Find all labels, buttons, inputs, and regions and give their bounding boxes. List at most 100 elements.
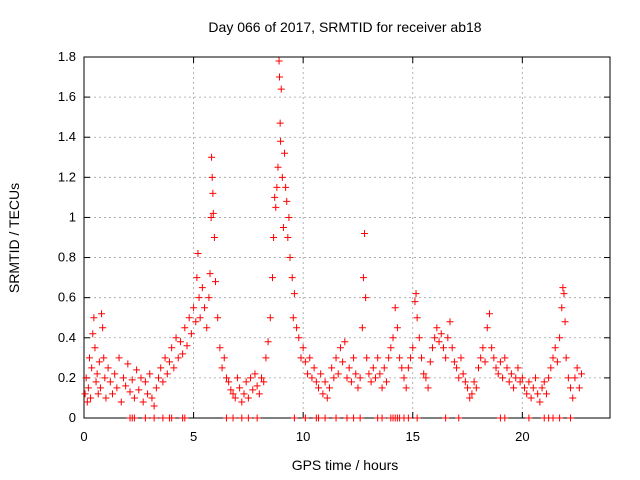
data-point xyxy=(501,354,509,362)
y-tick-label: 1.2 xyxy=(58,169,76,184)
data-point xyxy=(540,378,548,386)
data-point xyxy=(179,350,187,358)
data-point xyxy=(96,384,104,392)
data-point xyxy=(130,394,138,402)
data-point xyxy=(238,398,246,406)
data-point xyxy=(264,338,272,346)
data-point xyxy=(229,390,237,398)
data-point xyxy=(304,370,312,378)
data-point xyxy=(148,394,156,402)
data-point xyxy=(271,193,279,201)
data-point xyxy=(117,398,125,406)
data-point xyxy=(295,334,303,342)
data-point xyxy=(141,414,149,422)
data-point xyxy=(398,364,406,372)
data-point xyxy=(176,338,184,346)
data-point xyxy=(276,119,284,127)
data-point xyxy=(569,394,577,402)
chart-title: Day 066 of 2017, SRMTID for receiver ab1… xyxy=(208,19,481,35)
y-tick-label: 0.4 xyxy=(58,330,76,345)
data-point xyxy=(567,414,575,422)
data-point xyxy=(556,414,564,422)
data-point xyxy=(255,390,263,398)
data-point xyxy=(185,314,193,322)
data-point xyxy=(413,414,421,422)
data-point xyxy=(507,370,515,378)
data-point xyxy=(365,370,373,378)
data-point xyxy=(85,354,93,362)
data-point xyxy=(133,366,141,374)
data-point xyxy=(455,414,463,422)
y-axis-label: SRMTID / TECUs xyxy=(6,183,22,293)
data-point xyxy=(141,378,149,386)
data-point xyxy=(201,304,209,312)
data-point xyxy=(551,344,559,352)
data-point xyxy=(126,388,134,396)
data-point xyxy=(92,378,100,386)
data-point xyxy=(289,314,297,322)
data-point xyxy=(137,374,145,382)
data-point xyxy=(168,414,176,422)
data-point xyxy=(81,390,89,398)
data-point xyxy=(505,378,513,386)
data-point xyxy=(238,414,246,422)
data-point xyxy=(225,378,233,386)
data-point xyxy=(100,354,108,362)
data-point xyxy=(396,354,404,362)
data-point xyxy=(448,344,456,352)
data-point xyxy=(558,304,566,312)
data-point xyxy=(442,354,450,362)
data-point xyxy=(275,73,283,81)
data-point xyxy=(363,354,371,362)
data-point xyxy=(209,189,217,197)
data-point xyxy=(571,374,579,382)
data-point xyxy=(190,304,198,312)
data-point xyxy=(98,310,106,318)
data-point xyxy=(413,314,421,322)
data-point xyxy=(573,364,581,372)
grid-lines xyxy=(84,57,610,418)
data-point xyxy=(358,324,366,332)
data-point xyxy=(83,398,91,406)
data-point xyxy=(435,338,443,346)
data-point xyxy=(442,414,450,422)
data-point xyxy=(330,374,338,382)
data-point xyxy=(475,364,482,372)
data-point xyxy=(450,358,458,366)
data-point xyxy=(272,203,280,211)
data-point xyxy=(420,370,428,378)
data-point xyxy=(108,390,116,398)
data-point xyxy=(139,398,147,406)
data-point xyxy=(206,270,214,278)
data-point xyxy=(547,364,555,372)
data-point xyxy=(205,294,213,302)
data-point xyxy=(525,378,533,386)
data-point xyxy=(277,137,285,145)
data-point xyxy=(575,384,583,392)
data-point xyxy=(152,384,160,392)
data-point xyxy=(285,213,293,221)
data-point xyxy=(290,290,298,298)
data-point xyxy=(510,384,518,392)
data-point xyxy=(260,378,268,386)
data-point xyxy=(281,149,289,157)
data-point xyxy=(518,374,526,382)
data-point xyxy=(380,364,388,372)
data-point xyxy=(485,310,493,318)
x-tick-label: 0 xyxy=(80,429,87,444)
data-point xyxy=(356,374,364,382)
data-point xyxy=(549,414,557,422)
data-point xyxy=(531,374,539,382)
data-point xyxy=(187,330,195,338)
data-point xyxy=(220,354,228,362)
y-tick-label: 1.6 xyxy=(58,89,76,104)
data-point xyxy=(428,344,436,352)
data-point xyxy=(233,374,241,382)
data-point xyxy=(94,390,102,398)
data-point xyxy=(422,374,430,382)
data-point xyxy=(214,314,222,322)
data-point xyxy=(378,384,386,392)
data-point xyxy=(387,344,395,352)
data-point xyxy=(444,334,452,342)
